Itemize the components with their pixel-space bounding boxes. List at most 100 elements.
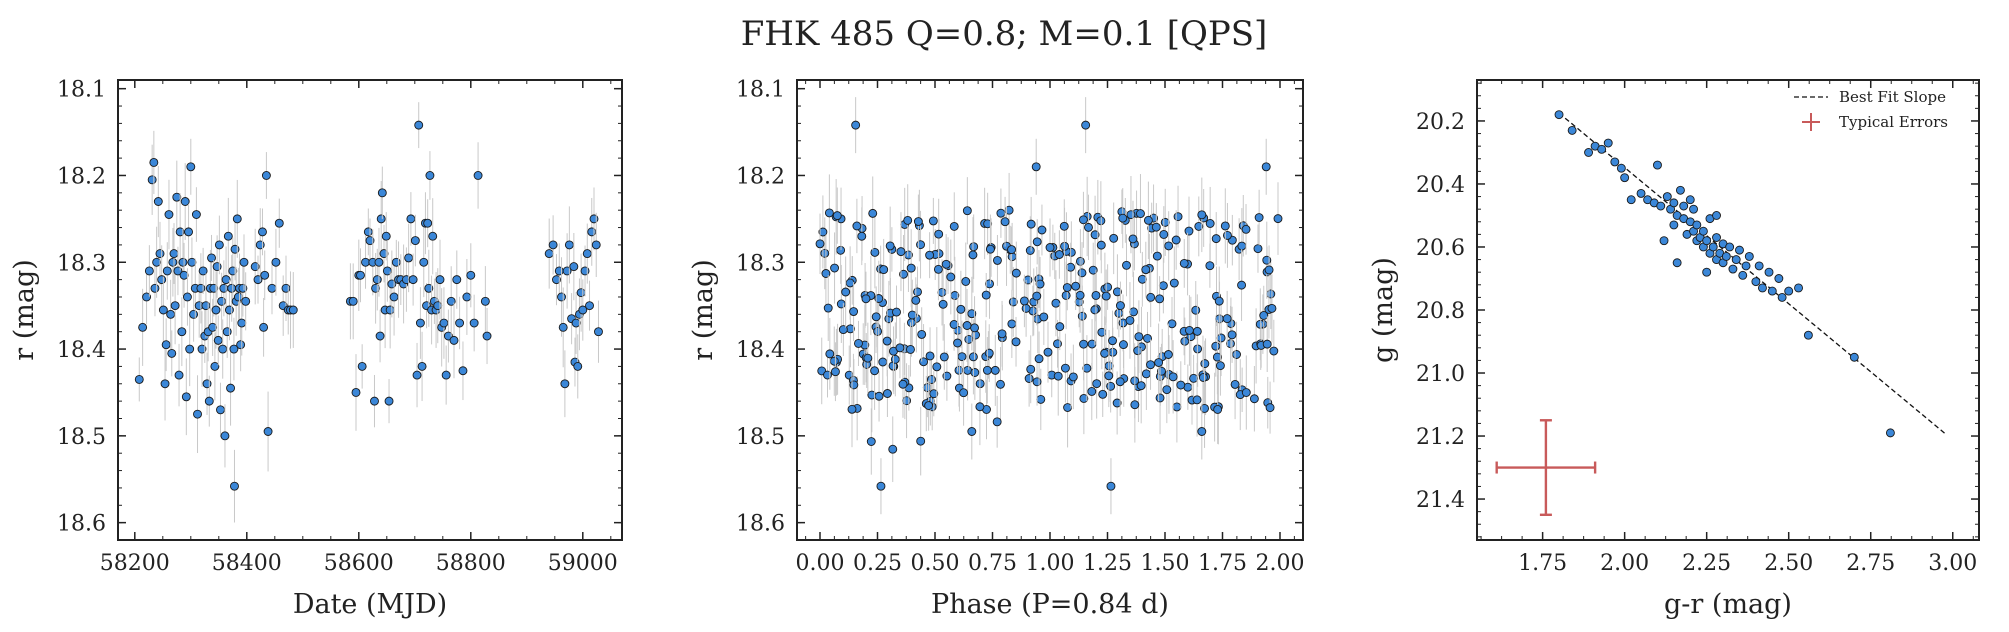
data-point — [480, 296, 490, 306]
data-point — [1125, 315, 1135, 325]
x-tick-label: 3.00 — [1928, 551, 1977, 576]
data-point — [1214, 296, 1224, 306]
data-point — [1685, 195, 1695, 205]
data-point — [1134, 332, 1144, 342]
data-point — [1059, 221, 1069, 231]
data-point — [1007, 319, 1017, 329]
data-point — [554, 266, 564, 276]
data-point — [1024, 374, 1034, 383]
data-point — [849, 307, 859, 316]
data-point — [1137, 274, 1147, 284]
data-point — [1063, 403, 1073, 412]
data-point — [233, 292, 243, 302]
data-point — [1155, 393, 1165, 403]
data-point — [1192, 326, 1202, 336]
data-point — [166, 309, 176, 319]
data-series — [815, 97, 1283, 515]
data-point — [370, 396, 379, 406]
data-point — [1603, 138, 1613, 148]
data-point — [1230, 379, 1240, 389]
data-point — [1109, 233, 1119, 243]
data-point — [408, 275, 418, 285]
data-point — [830, 367, 840, 377]
x-tick-label: 1.50 — [1141, 551, 1190, 576]
data-point — [916, 436, 926, 446]
data-point — [1084, 222, 1093, 232]
data-point — [1184, 325, 1194, 335]
data-point — [1141, 265, 1151, 275]
data-point — [1215, 361, 1225, 371]
data-point — [1036, 394, 1046, 404]
data-point — [1222, 230, 1232, 240]
data-point — [1237, 241, 1247, 251]
data-point — [1554, 110, 1564, 120]
data-point — [1758, 283, 1767, 293]
data-point — [1712, 233, 1721, 242]
data-point — [281, 283, 291, 293]
data-point — [1738, 270, 1748, 280]
data-point — [852, 221, 862, 231]
data-point — [1032, 237, 1042, 247]
data-point — [917, 329, 927, 339]
data-point — [832, 211, 842, 221]
y-tick-label: 18.6 — [57, 512, 106, 537]
data-point — [424, 283, 434, 293]
data-point — [953, 338, 963, 348]
data-point — [149, 158, 159, 167]
data-point — [576, 288, 586, 298]
data-point — [1262, 339, 1272, 349]
data-point — [882, 336, 892, 346]
data-point — [928, 216, 938, 226]
data-point — [449, 335, 459, 345]
data-point — [1636, 188, 1646, 198]
data-point — [939, 352, 949, 362]
data-point — [1034, 354, 1044, 364]
data-point — [924, 401, 934, 410]
data-point — [1198, 373, 1208, 382]
data-point — [916, 240, 925, 250]
data-point — [1141, 369, 1151, 379]
x-tick-label: 0.75 — [968, 551, 1017, 576]
data-point — [1133, 346, 1143, 356]
data-point — [548, 240, 558, 250]
data-point — [241, 296, 251, 306]
data-point — [1090, 230, 1100, 240]
data-point — [1077, 268, 1087, 278]
data-point — [391, 257, 401, 267]
figure-title: FHK 485 Q=0.8; M=0.1 [QPS] — [741, 14, 1268, 54]
data-point — [1597, 144, 1607, 154]
x-tick-label: 58600 — [324, 551, 394, 576]
data-point — [1237, 280, 1247, 290]
data-point — [204, 396, 214, 406]
x-tick-label: 1.75 — [1198, 551, 1247, 576]
data-point — [932, 362, 942, 372]
data-point — [178, 257, 188, 267]
data-point — [1091, 290, 1101, 300]
data-point — [1130, 400, 1140, 410]
y-tick-label: 18.6 — [736, 512, 785, 537]
data-point — [1784, 286, 1794, 296]
data-point — [1026, 364, 1036, 374]
data-point — [172, 192, 182, 202]
x-tick-label: 0.00 — [796, 551, 845, 576]
data-point — [187, 257, 197, 267]
data-point — [202, 379, 212, 389]
data-point — [1011, 337, 1021, 347]
y-tick-label: 18.1 — [736, 78, 785, 103]
data-point — [147, 175, 157, 185]
data-point — [473, 171, 483, 180]
data-point — [1659, 236, 1669, 246]
data-point — [1035, 279, 1045, 289]
data-point — [1051, 298, 1061, 308]
data-series — [1554, 110, 1895, 438]
y-tick-label: 18.3 — [57, 251, 106, 276]
data-point — [1751, 277, 1761, 287]
data-point — [219, 283, 229, 293]
data-point — [907, 310, 917, 320]
data-point — [871, 312, 881, 322]
data-point — [274, 218, 284, 228]
data-point — [230, 244, 240, 254]
data-point — [250, 262, 260, 272]
data-point — [847, 404, 857, 414]
axes-frame — [1476, 79, 1980, 541]
